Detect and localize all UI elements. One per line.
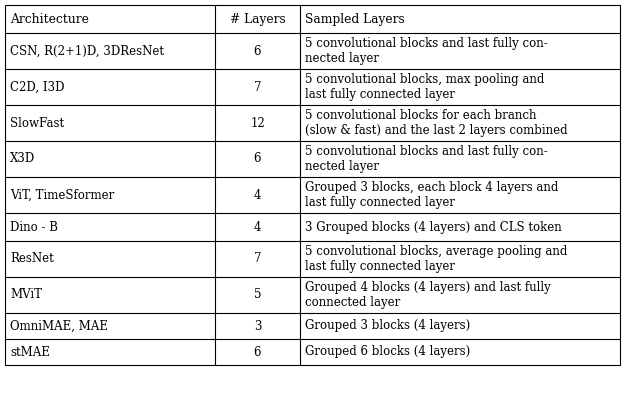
Text: 6: 6 bbox=[253, 346, 261, 359]
Text: ResNet: ResNet bbox=[10, 253, 54, 266]
Text: 5 convolutional blocks for each branch
(slow & fast) and the last 2 layers combi: 5 convolutional blocks for each branch (… bbox=[305, 109, 568, 137]
Text: C2D, I3D: C2D, I3D bbox=[10, 80, 65, 93]
Text: stMAE: stMAE bbox=[10, 346, 50, 359]
Text: Architecture: Architecture bbox=[10, 13, 89, 25]
Text: Grouped 3 blocks (4 layers): Grouped 3 blocks (4 layers) bbox=[305, 319, 470, 332]
Text: 5 convolutional blocks, average pooling and
last fully connected layer: 5 convolutional blocks, average pooling … bbox=[305, 245, 568, 273]
Text: Grouped 3 blocks, each block 4 layers and
last fully connected layer: Grouped 3 blocks, each block 4 layers an… bbox=[305, 181, 558, 209]
Text: Dino - B: Dino - B bbox=[10, 221, 58, 234]
Text: ViT, TimeSformer: ViT, TimeSformer bbox=[10, 188, 115, 201]
Text: 6: 6 bbox=[253, 153, 261, 166]
Text: Sampled Layers: Sampled Layers bbox=[305, 13, 404, 25]
Text: 3 Grouped blocks (4 layers) and CLS token: 3 Grouped blocks (4 layers) and CLS toke… bbox=[305, 221, 562, 234]
Text: # Layers: # Layers bbox=[230, 13, 285, 25]
Text: OmniMAE, MAE: OmniMAE, MAE bbox=[10, 319, 108, 332]
Text: MViT: MViT bbox=[10, 289, 42, 301]
Text: 3: 3 bbox=[253, 319, 261, 332]
Text: 12: 12 bbox=[250, 116, 265, 130]
Text: 5 convolutional blocks and last fully con-
nected layer: 5 convolutional blocks and last fully co… bbox=[305, 37, 548, 65]
Text: 5 convolutional blocks, max pooling and
last fully connected layer: 5 convolutional blocks, max pooling and … bbox=[305, 73, 545, 101]
Text: Grouped 4 blocks (4 layers) and last fully
connected layer: Grouped 4 blocks (4 layers) and last ful… bbox=[305, 281, 551, 309]
Text: 6: 6 bbox=[253, 45, 261, 58]
Text: 5 convolutional blocks and last fully con-
nected layer: 5 convolutional blocks and last fully co… bbox=[305, 145, 548, 173]
Text: SlowFast: SlowFast bbox=[10, 116, 64, 130]
Bar bbox=[5, 5, 620, 365]
Text: 4: 4 bbox=[253, 188, 261, 201]
Text: X3D: X3D bbox=[10, 153, 35, 166]
Text: Grouped 6 blocks (4 layers): Grouped 6 blocks (4 layers) bbox=[305, 346, 470, 359]
Text: 7: 7 bbox=[253, 80, 261, 93]
Text: CSN, R(2+1)D, 3DResNet: CSN, R(2+1)D, 3DResNet bbox=[10, 45, 164, 58]
Text: 4: 4 bbox=[253, 221, 261, 234]
Text: 5: 5 bbox=[253, 289, 261, 301]
Text: 7: 7 bbox=[253, 253, 261, 266]
